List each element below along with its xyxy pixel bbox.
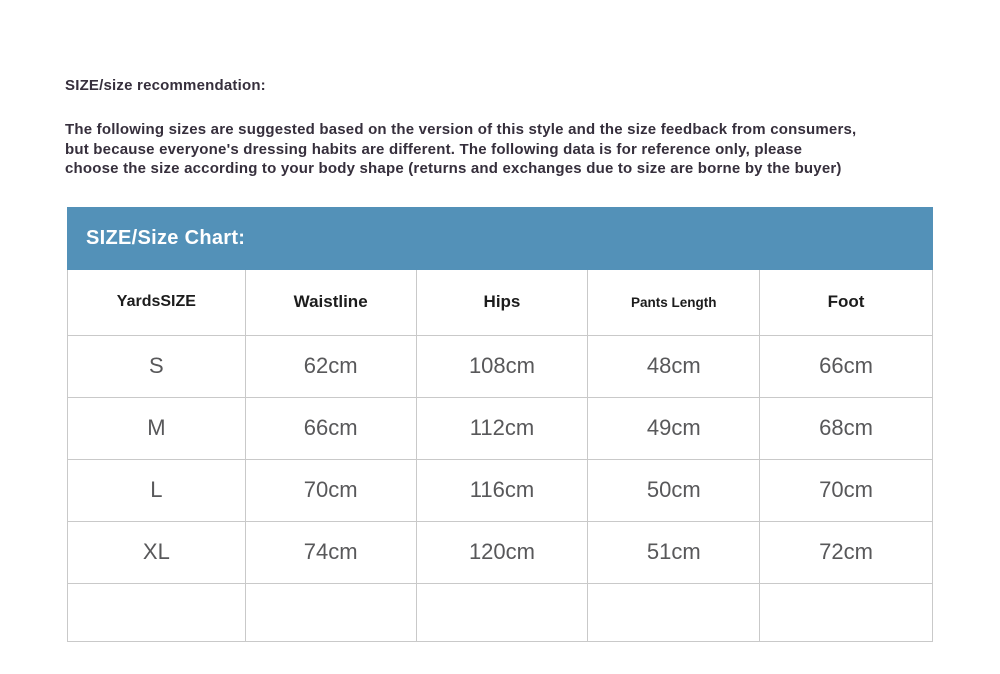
table-row-empty [67,582,933,642]
pants-length-cell: 48cm [587,334,761,398]
size-cell: S [67,334,246,398]
hips-cell: 116cm [415,458,589,522]
column-header-size: YardsSIZE [67,270,246,336]
foot-cell: 66cm [759,334,933,398]
waistline-cell: 70cm [244,458,417,522]
size-chart-banner: SIZE/Size Chart: [67,207,933,270]
pants-length-cell: 50cm [587,458,761,522]
size-cell: XL [67,520,246,584]
hips-cell [415,582,589,642]
hips-cell: 108cm [415,334,589,398]
pants-length-cell: 51cm [587,520,761,584]
size-cell: M [67,396,246,460]
size-chart-title: SIZE/Size Chart: [86,227,246,249]
table-row: M 66cm 112cm 49cm 68cm [67,396,933,460]
waistline-cell: 74cm [244,520,417,584]
hips-cell: 120cm [415,520,589,584]
column-header-pants-length: Pants Length [587,270,761,336]
table-row: XL 74cm 120cm 51cm 72cm [67,520,933,584]
foot-cell: 72cm [759,520,933,584]
column-header-waistline: Waistline [244,270,417,336]
pants-length-cell: 49cm [587,396,761,460]
size-chart-section: SIZE/Size Chart: YardsSIZE Waistline Hip… [67,207,933,642]
hips-cell: 112cm [415,396,589,460]
foot-cell: 68cm [759,396,933,460]
table-row: L 70cm 116cm 50cm 70cm [67,458,933,522]
size-chart-table: YardsSIZE Waistline Hips Pants Length Fo… [67,270,933,642]
column-header-hips: Hips [415,270,589,336]
waistline-cell [244,582,417,642]
table-header-row: YardsSIZE Waistline Hips Pants Length Fo… [67,270,933,336]
foot-cell [759,582,933,642]
foot-cell: 70cm [759,458,933,522]
pants-length-cell [587,582,761,642]
table-row: S 62cm 108cm 48cm 66cm [67,334,933,398]
column-header-foot: Foot [759,270,933,336]
size-recommendation-heading: SIZE/size recommendation: [65,77,266,94]
waistline-cell: 62cm [244,334,417,398]
size-cell [67,582,246,642]
waistline-cell: 66cm [244,396,417,460]
size-cell: L [67,458,246,522]
size-disclaimer-paragraph: The following sizes are suggested based … [65,121,857,177]
